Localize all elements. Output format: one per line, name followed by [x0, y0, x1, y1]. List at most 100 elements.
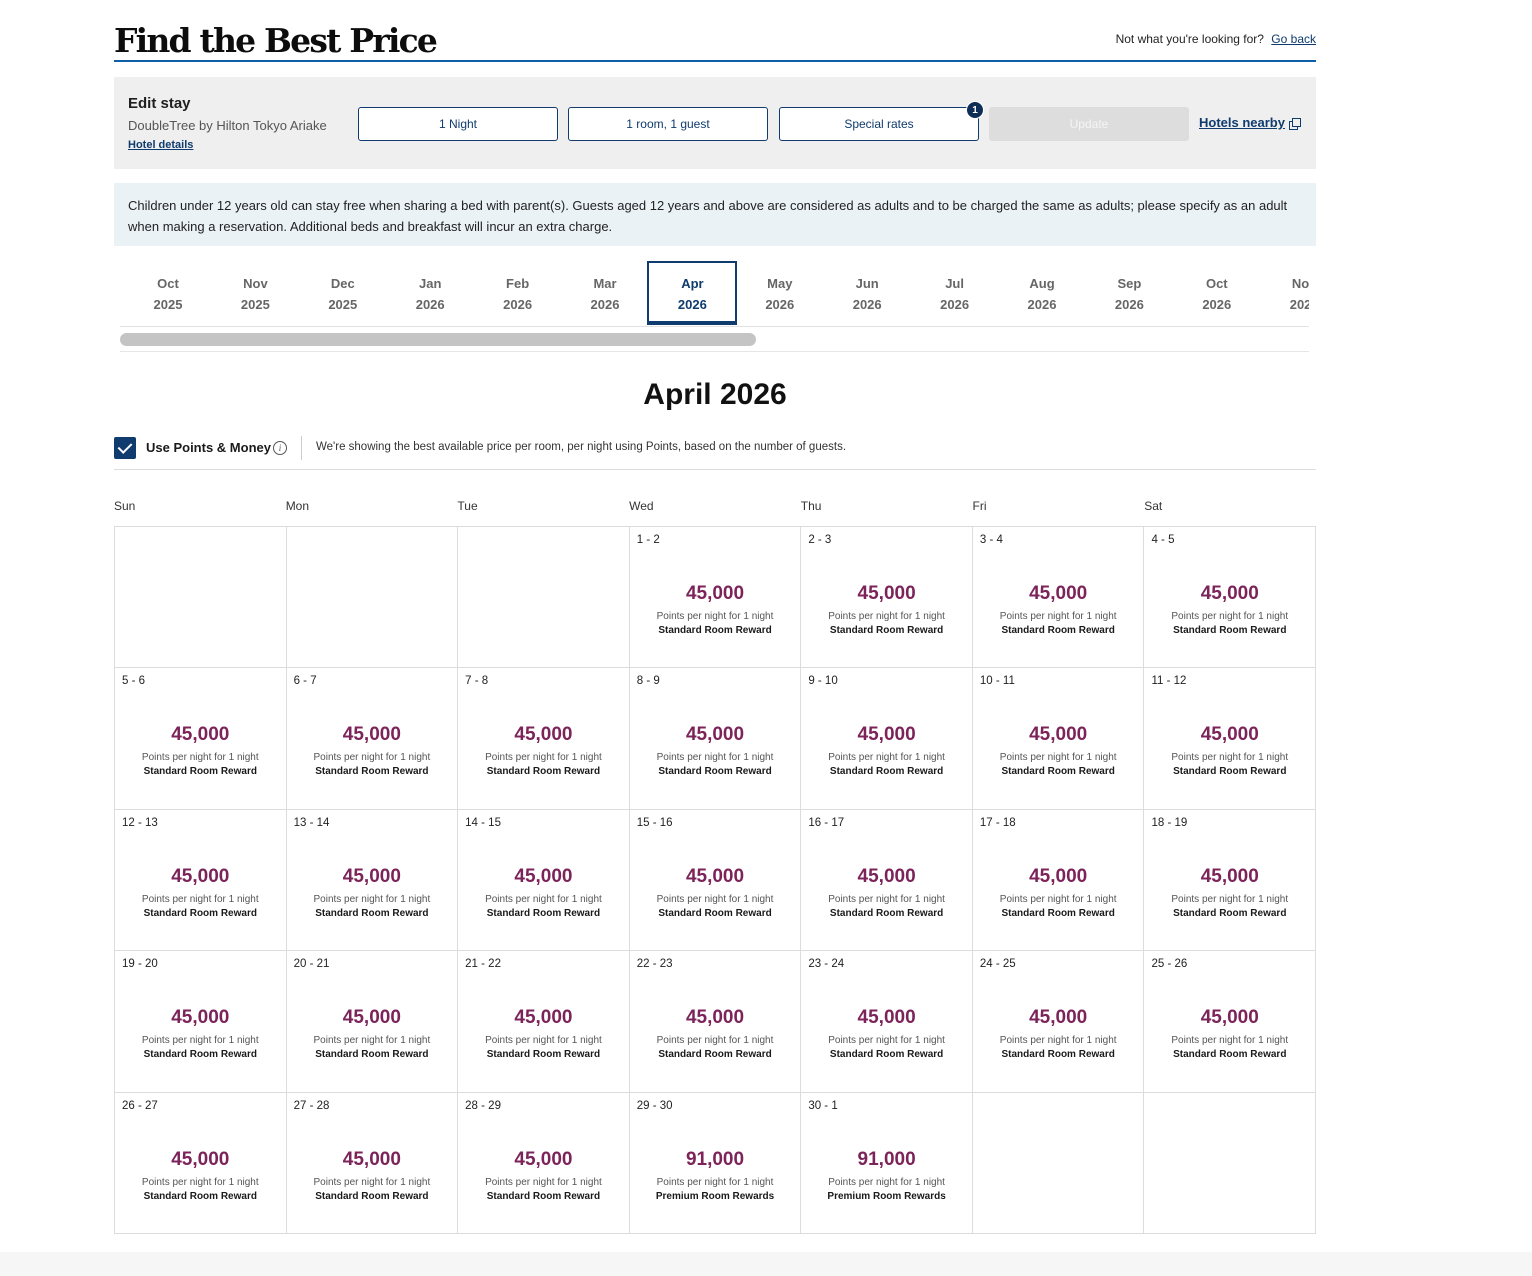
calendar-day-cell[interactable]: 26 - 27 45,000 Points per night for 1 nigh…	[115, 1092, 287, 1234]
calendar-day-cell[interactable]: 28 - 29 45,000 Points per night for 1 nigh…	[458, 1092, 630, 1234]
room-reward-type: Standard Room Reward	[315, 1049, 429, 1061]
calendar-day-cell[interactable]: 25 - 26 45,000 Points per night for 1 nigh…	[1144, 951, 1317, 1093]
calendar-day-cell[interactable]: 13 - 14 45,000 Points per night for 1 nigh…	[286, 809, 459, 952]
calendar-day-cell[interactable]: 6 - 7 45,000 Points per night for 1 night S…	[286, 668, 459, 810]
month-tab[interactable]: Feb 2026	[473, 261, 563, 325]
month-tab[interactable]: Jun 2026	[822, 261, 912, 325]
calendar-day-cell[interactable]: 5 - 6 45,000 Points per night for 1 night S…	[115, 668, 287, 810]
month-tab[interactable]: Apr 2026	[647, 261, 738, 325]
calendar-day-cell[interactable]: 1 - 2 45,000 Points per night for 1 night S…	[629, 527, 802, 669]
room-reward-type: Standard Room Reward	[658, 1049, 772, 1061]
calendar-day-cell[interactable]: 3 - 4 45,000 Points per night for 1 night S…	[972, 527, 1145, 669]
day-of-week-label: Sat	[1144, 499, 1163, 513]
room-reward-type: Premium Room Rewards	[827, 1190, 946, 1202]
calendar-day-cell[interactable]: 9 - 10 45,000 Points per night for 1 night…	[801, 668, 973, 810]
use-points-money-label[interactable]: Use Points & Money	[146, 440, 271, 455]
calendar-day-cell[interactable]: 22 - 23 45,000 Points per night for 1 nigh…	[629, 951, 802, 1093]
month-tab-month: Oct	[157, 276, 179, 291]
month-tab[interactable]: Jul 2026	[910, 261, 1000, 325]
page-header: Find the Best Price Not what you're look…	[114, 18, 1316, 62]
room-reward-type: Standard Room Reward	[143, 1049, 257, 1061]
calendar-day-cell[interactable]: 23 - 24 45,000 Points per night for 1 nigh…	[801, 951, 973, 1093]
update-button[interactable]: Update	[989, 107, 1189, 141]
points-price: 45,000	[171, 865, 230, 887]
day-range: 1 - 2	[636, 534, 660, 546]
price-caption: Points per night for 1 night	[141, 1035, 259, 1047]
calendar-day-cell[interactable]: 15 - 16 45,000 Points per night for 1 nigh…	[629, 809, 802, 952]
price-caption: Points per night for 1 night	[1171, 893, 1289, 905]
nights-button[interactable]: 1 Night	[358, 107, 558, 141]
month-tab[interactable]: Oct 2026	[1172, 261, 1262, 325]
month-tab-year: 2026	[852, 297, 882, 312]
month-tab-year: 2026	[415, 297, 445, 312]
calendar-day-cell[interactable]: 2 - 3 45,000 Points per night for 1 night S…	[801, 527, 973, 669]
day-of-week-label: Wed	[629, 499, 654, 513]
price-caption: Points per night for 1 night	[999, 752, 1117, 764]
month-tab[interactable]: Oct 2025	[123, 261, 213, 325]
calendar-day-cell[interactable]: 10 - 11 45,000 Points per night for 1 nigh…	[972, 668, 1145, 810]
price-caption: Points per night for 1 night	[656, 1035, 774, 1047]
calendar-day-cell[interactable]: 24 - 25 45,000 Points per night for 1 nigh…	[972, 951, 1145, 1093]
hotels-nearby-label: Hotels nearby	[1199, 115, 1285, 130]
calendar-day-cell[interactable]: 4 - 5 45,000 Points per night for 1 night S…	[1144, 527, 1317, 669]
month-tab[interactable]: Jan 2026	[385, 261, 475, 325]
price-caption: Points per night for 1 night	[1171, 752, 1289, 764]
day-of-week-label: Fri	[972, 499, 987, 513]
room-reward-type: Standard Room Reward	[143, 1190, 257, 1202]
calendar-day-cell[interactable]: 8 - 9 45,000 Points per night for 1 night S…	[629, 668, 802, 810]
room-reward-type: Standard Room Reward	[1001, 766, 1115, 778]
calendar-day-cell[interactable]: 21 - 22 45,000 Points per night for 1 nigh…	[458, 951, 630, 1093]
month-tab-month: Oct	[1205, 276, 1228, 291]
price-caption: Points per night for 1 night	[656, 1176, 774, 1188]
calendar-day-cell[interactable]: 7 - 8 45,000 Points per night for 1 night S…	[458, 668, 630, 810]
use-points-money-checkbox[interactable]	[114, 437, 136, 459]
month-tab[interactable]: Mar 2026	[560, 261, 650, 325]
month-scrollbar-thumb[interactable]	[120, 333, 756, 346]
price-caption: Points per night for 1 night	[313, 1176, 431, 1188]
rooms-guests-button[interactable]: 1 room, 1 guest	[568, 107, 768, 141]
day-range: 9 - 10	[808, 675, 838, 688]
calendar-day-cell[interactable]: 19 - 20 45,000 Points per night for 1 nigh…	[115, 951, 287, 1093]
price-caption: Points per night for 1 night	[313, 752, 431, 764]
month-tab[interactable]: Sep 2026	[1084, 261, 1174, 325]
month-tab[interactable]: Nov 2025	[210, 261, 300, 325]
hotels-nearby-link[interactable]: Hotels nearby	[1199, 115, 1301, 130]
month-tab[interactable]: Aug 2026	[997, 261, 1087, 325]
points-price: 45,000	[1200, 724, 1259, 746]
day-range: 13 - 14	[293, 816, 330, 829]
calendar-day-cell[interactable]: 18 - 19 45,000 Points per night for 1 nigh…	[1144, 809, 1317, 952]
day-range: 19 - 20	[122, 958, 158, 971]
month-tab-year: 2026	[1027, 297, 1057, 312]
month-tab-month: Jul	[945, 276, 964, 291]
footer-band	[0, 1252, 1532, 1276]
calendar-day-cell[interactable]: 27 - 28 45,000 Points per night for 1 nigh…	[286, 1092, 459, 1234]
special-rates-button[interactable]: Special rates	[779, 107, 979, 141]
month-tab[interactable]: Nov 2026	[1259, 261, 1309, 325]
room-reward-type: Standard Room Reward	[658, 625, 772, 636]
go-back-link[interactable]: Go back	[1271, 32, 1316, 46]
points-price: 45,000	[1200, 583, 1259, 604]
month-tab[interactable]: May 2026	[735, 261, 825, 325]
calendar-day-cell[interactable]: 17 - 18 45,000 Points per night for 1 nigh…	[972, 809, 1145, 952]
day-of-week-header: Sun Mon Tue Wed Thu Fri Sat	[114, 499, 1316, 515]
price-caption: Points per night for 1 night	[999, 1035, 1117, 1047]
month-scrollbar-track[interactable]	[120, 330, 1309, 352]
calendar-day-cell[interactable]: 12 - 13 45,000 Points per night for 1 nigh…	[115, 809, 287, 952]
room-reward-type: Standard Room Reward	[1001, 625, 1115, 636]
day-range: 22 - 23	[636, 958, 673, 971]
points-price: 45,000	[514, 1148, 573, 1170]
hotel-details-link[interactable]: Hotel details	[128, 139, 194, 151]
calendar-day-cell[interactable]: 20 - 21 45,000 Points per night for 1 nigh…	[286, 951, 459, 1093]
calendar-day-cell[interactable]: 14 - 15 45,000 Points per night for 1 nigh…	[458, 809, 630, 952]
points-price: 45,000	[1029, 865, 1088, 887]
calendar-day-cell[interactable]: 30 - 1 91,000 Points per night for 1 night…	[801, 1092, 973, 1234]
points-price: 45,000	[857, 583, 916, 604]
calendar-day-cell[interactable]: 11 - 12 45,000 Points per night for 1 nigh…	[1144, 668, 1317, 810]
day-range: 8 - 9	[636, 675, 660, 688]
info-icon[interactable]: i	[273, 441, 287, 455]
calendar-day-cell[interactable]: 29 - 30 91,000 Points per night for 1 nigh…	[629, 1092, 802, 1234]
month-tab[interactable]: Dec 2025	[298, 261, 388, 325]
price-caption: Points per night for 1 night	[828, 1035, 945, 1047]
calendar-day-cell[interactable]: 16 - 17 45,000 Points per night for 1 nigh…	[801, 809, 973, 952]
price-caption: Points per night for 1 night	[485, 1176, 602, 1188]
